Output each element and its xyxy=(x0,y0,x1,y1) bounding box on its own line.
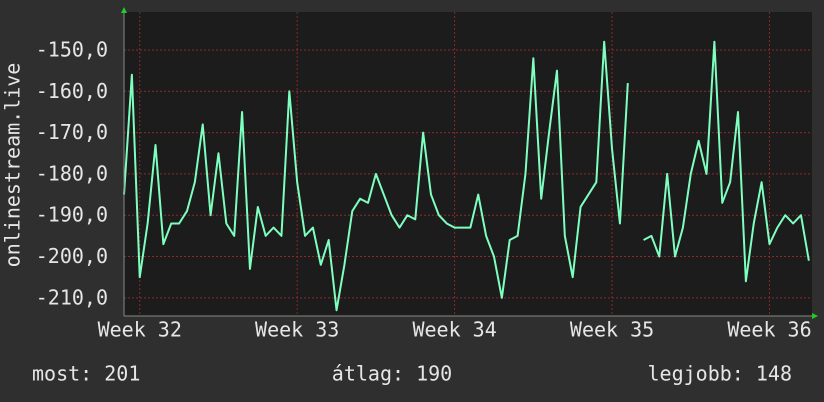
y-axis-arrow xyxy=(121,7,127,13)
stat-best: legjobb: 148 xyxy=(648,362,793,386)
y-tick-label: -150,0 xyxy=(36,38,108,62)
y-tick-label: -180,0 xyxy=(36,161,108,185)
y-tick-label: -210,0 xyxy=(36,285,108,309)
stat-current: most: 201 xyxy=(32,362,140,386)
y-axis-label: onlinestream.live xyxy=(1,63,25,268)
x-tick-label: Week 32 xyxy=(98,318,182,342)
x-tick-label: Week 33 xyxy=(255,318,339,342)
data-line xyxy=(123,40,810,312)
stat-average: átlag: 190 xyxy=(332,362,452,386)
grid xyxy=(124,12,812,316)
plot-area xyxy=(124,12,812,316)
y-tick-label: -190,0 xyxy=(36,203,108,227)
x-tick-label: Week 34 xyxy=(412,318,496,342)
marks xyxy=(123,40,810,312)
x-tick-label: Week 36 xyxy=(727,318,811,342)
x-tick-label: Week 35 xyxy=(570,318,654,342)
y-tick-label: -200,0 xyxy=(36,244,108,268)
y-tick-label: -170,0 xyxy=(36,120,108,144)
x-axis-arrow xyxy=(812,313,818,319)
y-tick-label: -160,0 xyxy=(36,79,108,103)
